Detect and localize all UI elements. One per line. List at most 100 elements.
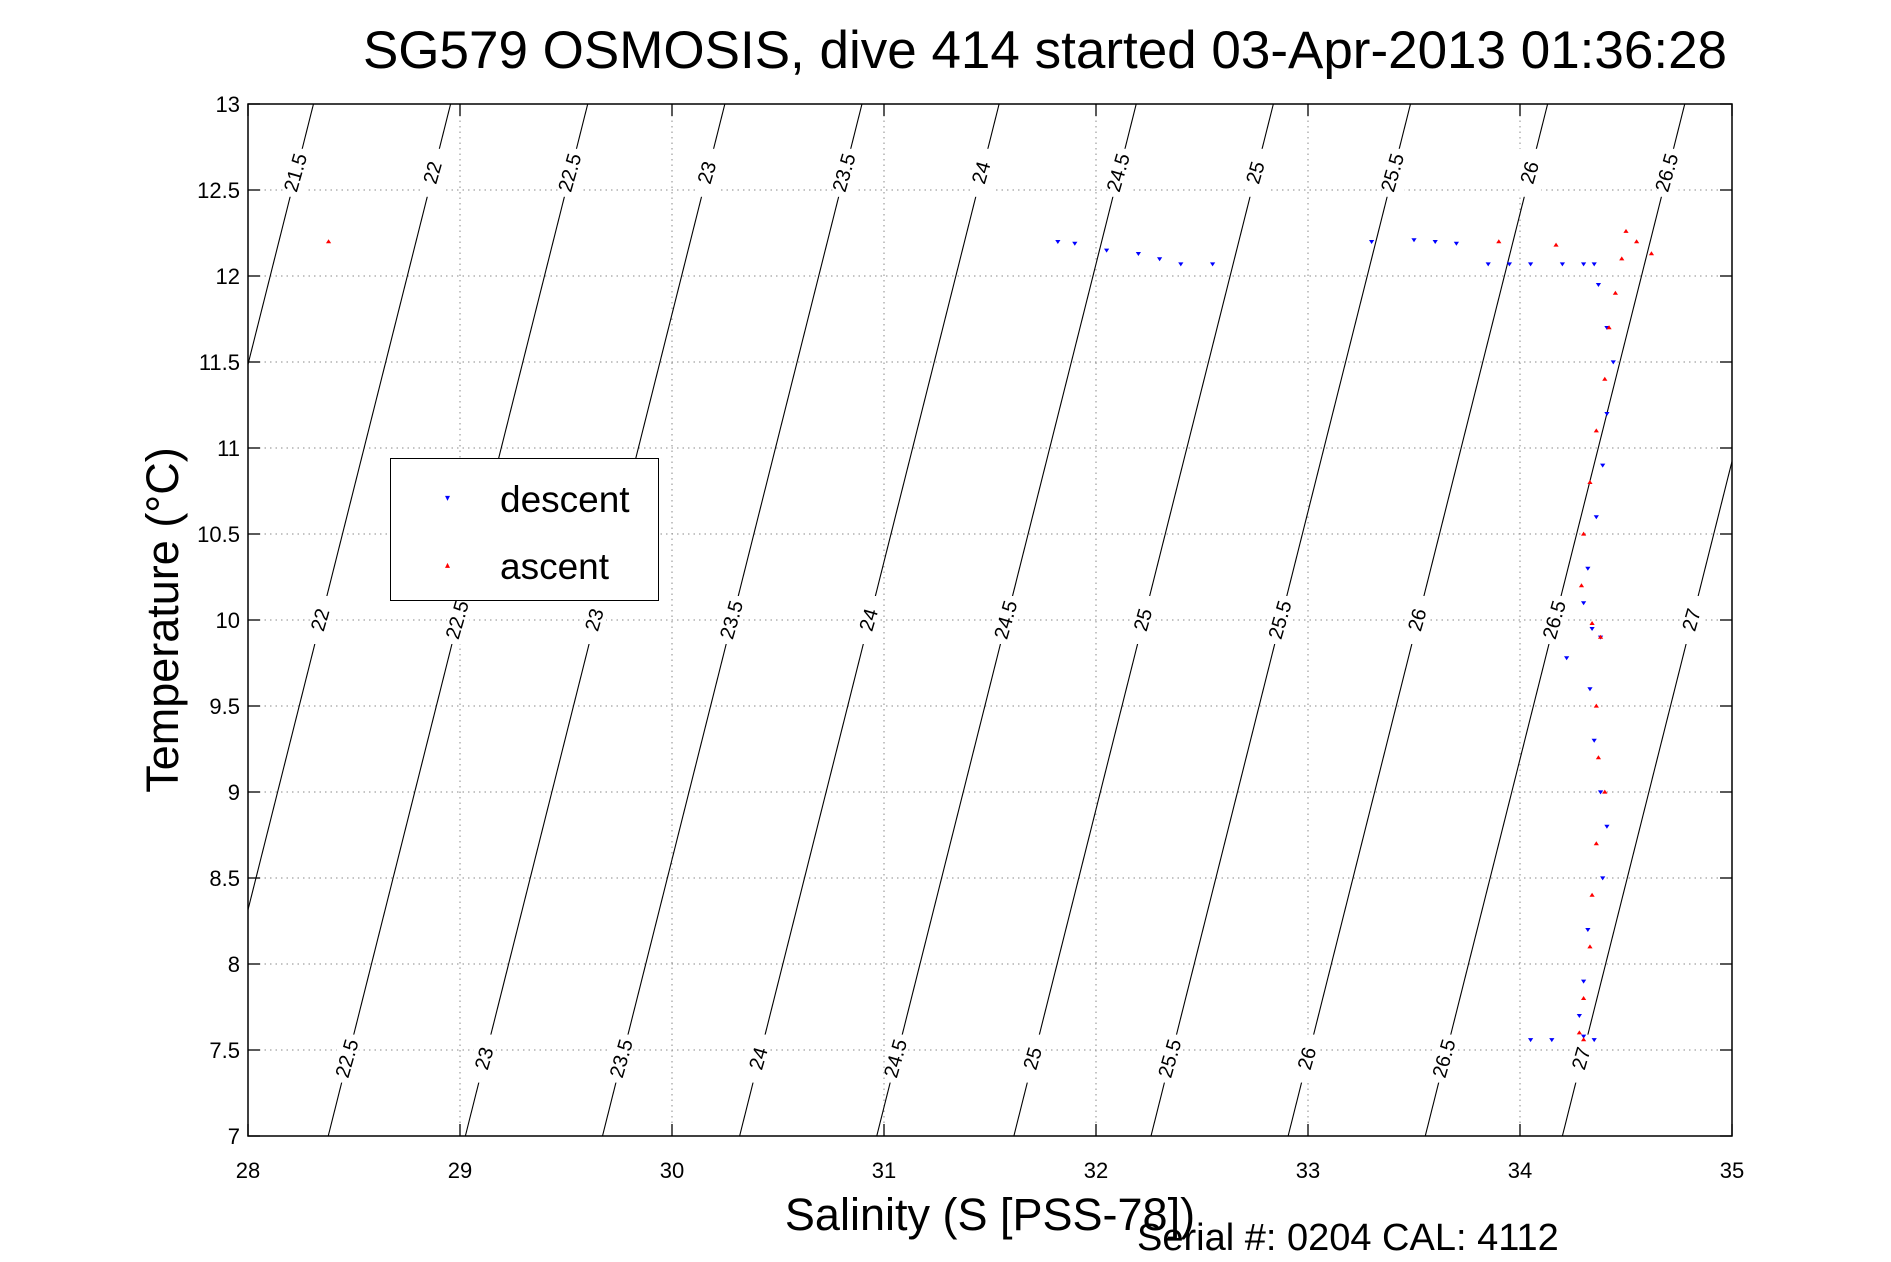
x-tick-label: 34 — [1508, 1158, 1532, 1183]
ascent-point — [1581, 1037, 1587, 1042]
descent-point — [1581, 601, 1587, 606]
y-tick-label: 8.5 — [209, 866, 240, 891]
x-tick-label: 33 — [1296, 1158, 1320, 1183]
descent-point — [1528, 1038, 1534, 1043]
ascent-point — [1587, 480, 1593, 484]
descent-point — [1453, 241, 1459, 246]
ascent-point — [1587, 944, 1593, 949]
contour-label: 22.5 — [554, 151, 586, 194]
ascent-point — [1623, 228, 1629, 233]
descent-point — [1411, 238, 1417, 243]
descent-point — [1595, 283, 1602, 287]
contour-label: 24.5 — [991, 598, 1023, 641]
contour-label: 23.5 — [829, 151, 861, 194]
y-tick-label: 9.5 — [209, 694, 240, 719]
contour-label-gap — [336, 1034, 359, 1083]
contour-label-gap — [1519, 148, 1542, 197]
descent-point — [1585, 928, 1591, 932]
ascent-point — [1496, 239, 1502, 244]
contour-label-gap — [1570, 1034, 1593, 1083]
contour-label-gap — [1159, 1034, 1182, 1083]
descent-point — [1600, 463, 1606, 468]
descent-point — [1604, 412, 1610, 416]
descent-point — [1591, 738, 1597, 743]
density-contour-labels: 21.5 222222.522.522.523232323.523.523.524… — [280, 148, 1706, 1083]
contour-label: 25.5 — [1155, 1037, 1187, 1080]
y-tick-label: 12.5 — [197, 178, 240, 203]
contour-label: 25.5 — [1377, 151, 1409, 194]
contour-label-gap — [1269, 596, 1292, 644]
contour-label-gap — [833, 148, 856, 197]
ascent-point — [1593, 703, 1599, 708]
isopycnal-line — [1561, 461, 1733, 1137]
chart-title: SG579 OSMOSIS, dive 414 started 03-Apr-2… — [363, 21, 1727, 80]
legend-item-ascent: ▴ ascent — [391, 539, 658, 599]
contour-label-gap — [446, 596, 469, 644]
descent-point — [1589, 627, 1595, 631]
contour-label: 26.5 — [1429, 1037, 1461, 1080]
y-tick-label: 10 — [216, 608, 240, 633]
contour-label-gap — [1656, 148, 1679, 197]
y-tick-label: 13 — [216, 92, 240, 117]
contour-label-gap — [696, 148, 719, 197]
serial-cal-footer: Serial #: 0204 CAL: 4112 — [1137, 1217, 1559, 1259]
ascent-point — [1606, 325, 1612, 330]
contour-label-gap — [885, 1034, 908, 1083]
descent-point — [1581, 979, 1587, 984]
legend-label: descent — [500, 479, 630, 520]
descent-point — [1135, 252, 1141, 257]
legend-label: ascent — [500, 546, 610, 587]
descent-point — [1591, 1038, 1597, 1043]
descent-point — [1178, 262, 1184, 267]
contour-label: 25.5 — [1265, 598, 1297, 641]
contour-label-gap — [1406, 596, 1429, 644]
x-axis-label: Salinity (S [PSS-78]) — [785, 1189, 1195, 1240]
ascent-point — [325, 239, 332, 244]
y-tick-labels: 7 7.5 8 8.5 9 9.5 10 10.5 11 11.5 12 12.5 13 — [197, 92, 240, 1149]
y-tick-label: 11.5 — [199, 350, 240, 375]
y-tick-label: 7.5 — [209, 1038, 240, 1063]
ascent-point — [1593, 841, 1599, 846]
contour-label: 21.5 — [280, 151, 312, 194]
descent-point — [1157, 257, 1163, 262]
ascent-point — [1581, 996, 1587, 1000]
descent-point — [1581, 1034, 1587, 1039]
ascent-point — [1602, 789, 1608, 794]
contour-label: 26.5 — [1652, 151, 1684, 194]
y-tick-label: 10.5 — [197, 522, 240, 547]
contour-label-gap — [1382, 148, 1405, 197]
contour-label-gap — [285, 148, 308, 197]
descent-point — [1559, 262, 1565, 267]
descent-point — [1210, 262, 1216, 267]
descent-marker-icon: ▾ — [445, 493, 451, 504]
contour-label: 24.5 — [1103, 151, 1135, 194]
plot-frame — [247, 103, 1733, 1137]
contour-label: 24.5 — [880, 1037, 912, 1080]
ascent-point — [1595, 755, 1602, 760]
x-tick-labels: 28 29 30 31 32 33 34 35 — [236, 1158, 1744, 1183]
descent-point — [1055, 240, 1061, 244]
density-contours — [247, 103, 1733, 1137]
descent-point — [1564, 656, 1570, 661]
y-tick-label: 7 — [228, 1124, 240, 1149]
contour-label-gap — [748, 1034, 771, 1083]
contour-label-gap — [995, 596, 1018, 644]
y-axis-label: Temperature (°C) — [137, 447, 188, 793]
descent-point — [1506, 262, 1512, 267]
descent-point — [1528, 262, 1534, 267]
y-tick-label: 11 — [217, 436, 240, 461]
y-tick-label: 8 — [228, 952, 240, 977]
descent-point — [1610, 360, 1616, 365]
legend-item-descent: ▾ descent — [391, 472, 658, 532]
x-tick-label: 30 — [660, 1158, 684, 1183]
descent-point — [1604, 824, 1610, 829]
descent-point — [1585, 566, 1591, 571]
axis-ticks — [247, 103, 1733, 1137]
x-tick-label: 32 — [1084, 1158, 1108, 1183]
contour-label-gap — [309, 596, 332, 644]
isopycnal-line — [247, 103, 452, 910]
descent-point — [1587, 687, 1593, 692]
x-tick-label: 35 — [1720, 1158, 1744, 1183]
ascent-point — [1602, 376, 1608, 381]
